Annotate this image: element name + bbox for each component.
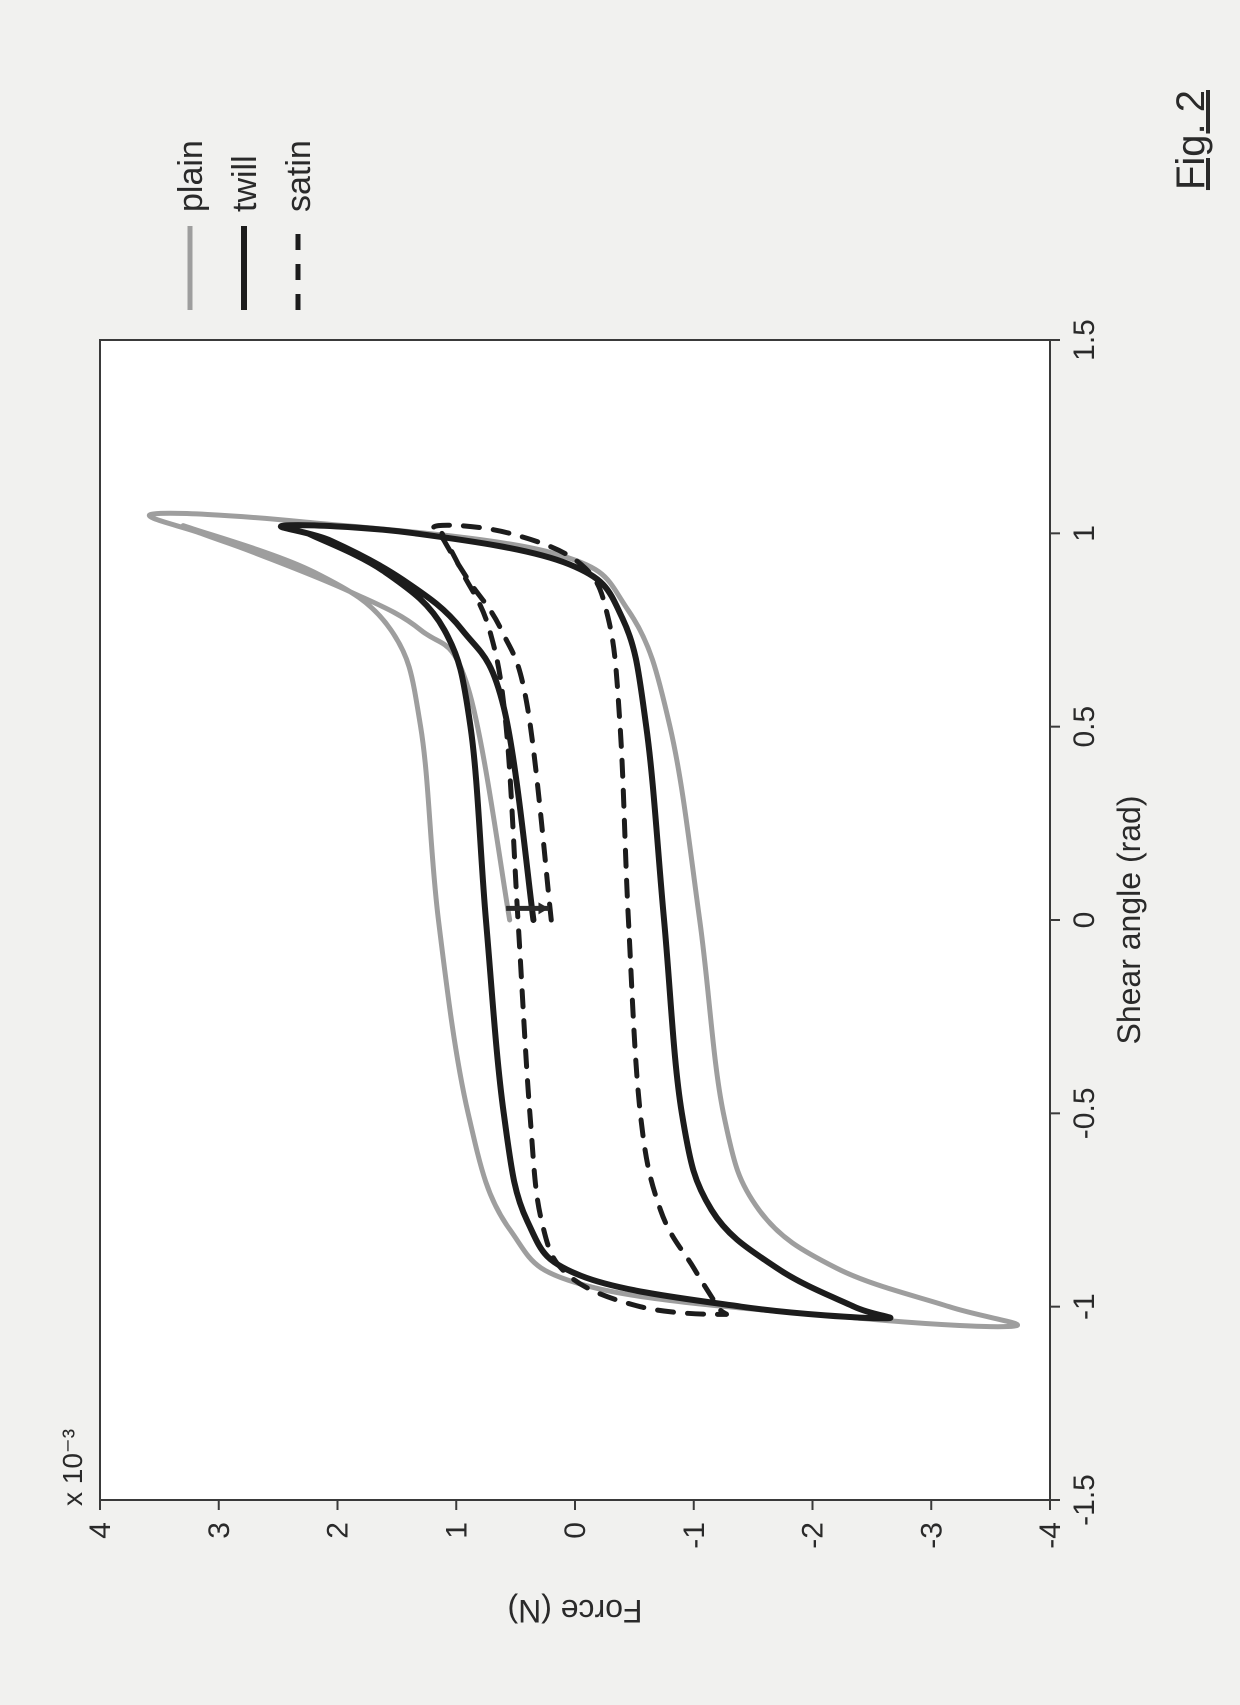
- y-tick-label: 3: [203, 1522, 236, 1539]
- y-tick-label: 0: [559, 1522, 592, 1539]
- x-tick-label: 0.5: [1068, 706, 1101, 748]
- y-tick-label: 4: [84, 1522, 117, 1539]
- y-axis-label: Force (N): [507, 1593, 642, 1629]
- y-tick-label: -1: [678, 1522, 711, 1549]
- y-tick-label: 1: [440, 1522, 473, 1539]
- x-axis-label: Shear angle (rad): [1111, 795, 1147, 1044]
- y-axis-multiplier: x 10⁻³: [57, 1429, 88, 1506]
- x-tick-label: 1: [1068, 525, 1101, 542]
- y-tick-label: 2: [322, 1522, 355, 1539]
- x-tick-label: -1: [1068, 1293, 1101, 1320]
- chart-canvas: -1.5 -1 -0.5 0 0.5 1 1.5 -4 -3 -2 -1 0 1 2 3 4 Shear ang…: [0, 0, 1240, 1705]
- x-tick-label: -1.5: [1068, 1474, 1101, 1526]
- legend-label-plain: plain: [172, 140, 210, 212]
- legend-label-satin: satin: [280, 140, 318, 212]
- y-tick-label: -3: [915, 1522, 948, 1549]
- figure-label: Fig. 2: [1169, 90, 1213, 190]
- x-tick-label: 0: [1068, 912, 1101, 929]
- legend-label-twill: twill: [226, 155, 264, 212]
- y-tick-label: -2: [797, 1522, 830, 1549]
- x-tick-label: -0.5: [1068, 1087, 1101, 1139]
- x-tick-label: 1.5: [1068, 319, 1101, 361]
- y-tick-label: -4: [1034, 1522, 1067, 1549]
